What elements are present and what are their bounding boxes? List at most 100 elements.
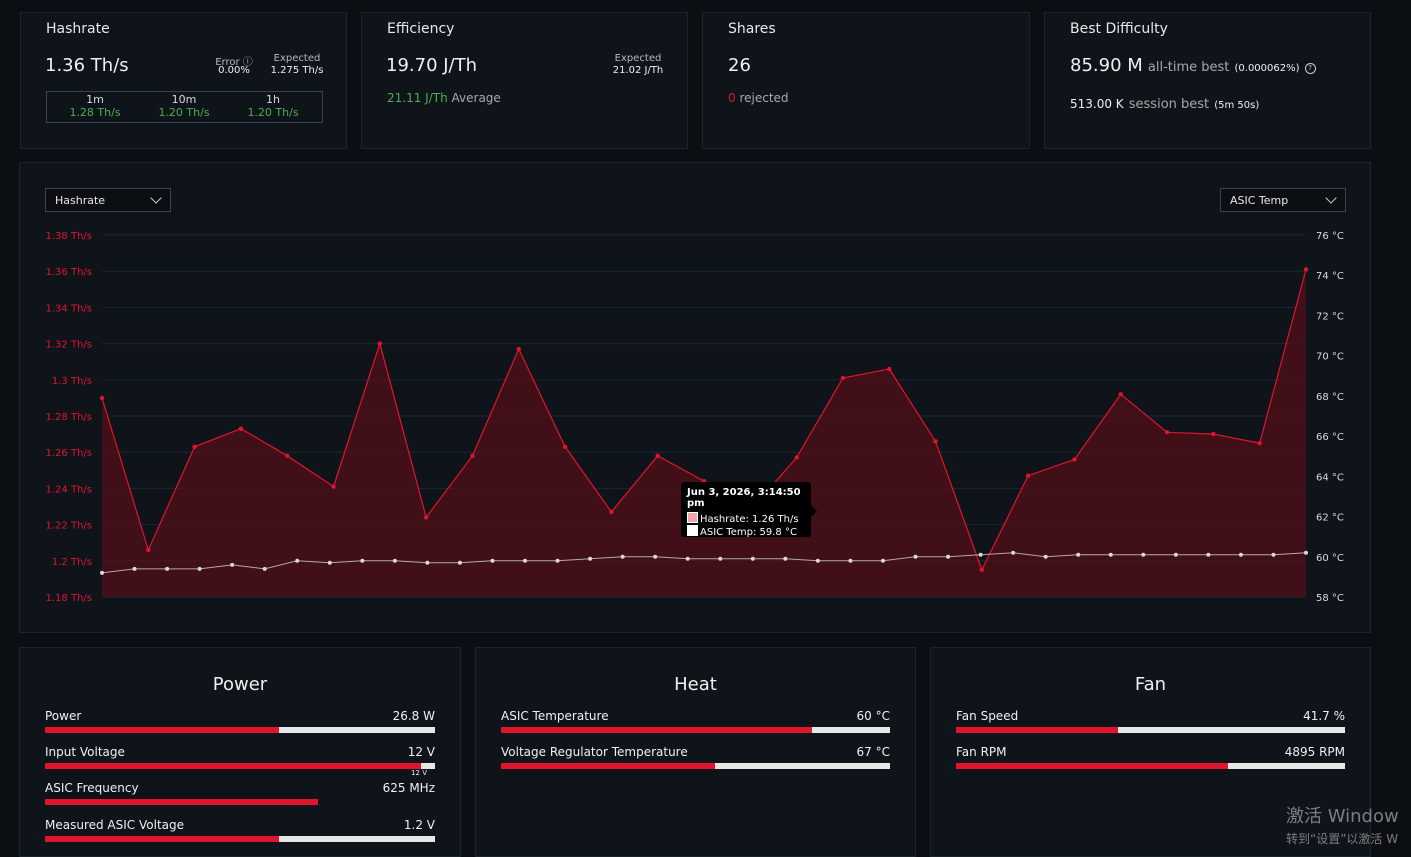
alltime-label: all-time best — [1147, 60, 1230, 75]
metric-bar — [956, 727, 1345, 733]
metric-bar-fill — [501, 763, 715, 769]
alltime-pct: (0.000062%) — [1234, 63, 1300, 74]
period-label: 1m — [86, 93, 104, 106]
difficulty-card: Best Difficulty 85.90 M all-time best (0… — [1044, 12, 1371, 149]
metric-bar-fill — [45, 799, 318, 805]
metric-bar — [501, 727, 890, 733]
efficiency-value: 19.70 J/Th — [386, 55, 478, 76]
chart-card — [19, 162, 1371, 633]
tooltip-temp-text: ASIC Temp: 59.8 °C — [700, 527, 797, 538]
hashrate-swatch — [687, 512, 698, 523]
session-time: (5m 50s) — [1214, 100, 1260, 111]
asic-temperature-metric: ASIC Temperature 60 °C — [501, 709, 890, 745]
metric-bar — [956, 763, 1345, 769]
chart-tooltip: Jun 3, 2026, 3:14:50 pm Hashrate: 1.26 T… — [681, 482, 817, 538]
metric-bar-fill — [45, 836, 279, 842]
rejected-label: rejected — [739, 91, 789, 105]
session-value: 513.00 K — [1070, 97, 1124, 111]
metric-value: 60 °C — [856, 709, 890, 723]
tooltip-date: Jun 3, 2026, 3:14:50 pm — [687, 487, 801, 509]
hashrate-card: Hashrate 1.36 Th/s Error ⓘ 0.00% Expecte… — [20, 12, 347, 149]
expected-value: 1.275 Th/s — [270, 65, 324, 76]
tooltip-arrow — [811, 505, 817, 517]
metric-bar — [45, 763, 435, 769]
period-value: 1.20 Th/s — [158, 106, 210, 119]
power-title: Power — [212, 674, 268, 695]
temp-swatch — [687, 525, 698, 536]
error-value: 0.00% — [218, 65, 250, 76]
metric-label: Fan Speed — [956, 709, 1019, 723]
metric-label: Measured ASIC Voltage — [45, 818, 185, 832]
watermark-line2: 转到“设置”以激活 W — [1286, 832, 1399, 846]
info-icon[interactable]: ? — [1304, 63, 1316, 74]
power-metric: Power 26.8 W — [45, 709, 435, 745]
metric-bar-fill — [956, 763, 1229, 769]
metric-value: 1.2 V — [403, 818, 435, 832]
rejected-count: 0 — [728, 91, 736, 105]
metric-value: 67 °C — [856, 745, 890, 759]
left-series-select[interactable]: Hashrate — [45, 188, 171, 212]
activation-watermark: 激活 Window 转到“设置”以激活 W — [1286, 802, 1399, 847]
chevron-down-icon — [150, 192, 162, 204]
metric-value: 26.8 W — [392, 709, 435, 723]
shares-value: 26 — [728, 55, 751, 76]
alltime-best: 85.90 M all-time best (0.000062%) ? — [1070, 55, 1316, 76]
chevron-down-icon — [1325, 192, 1337, 204]
asic-frequency-metric: ASIC Frequency 625 MHz — [45, 781, 435, 817]
metric-label: Input Voltage — [45, 745, 125, 759]
average-label: Average — [451, 91, 501, 105]
right-select-value: ASIC Temp — [1230, 194, 1289, 207]
metric-bar-fill — [45, 763, 422, 769]
hashrate-value: 1.36 Th/s — [45, 55, 129, 76]
metric-value: 41.7 % — [1303, 709, 1345, 723]
metric-bar-fill — [956, 727, 1119, 733]
shares-card: Shares 26 0 rejected — [702, 12, 1030, 149]
efficiency-average: 21.11 J/Th Average — [387, 91, 501, 105]
session-best: 513.00 K session best (5m 50s) — [1070, 93, 1259, 112]
input-voltage-metric: Input Voltage 12 V 12 V — [45, 745, 435, 781]
metric-label: Fan RPM — [956, 745, 1007, 759]
shares-title: Shares — [728, 21, 776, 37]
asic-voltage-metric: Measured ASIC Voltage 1.2 V — [45, 818, 435, 854]
alltime-value: 85.90 M — [1070, 55, 1143, 76]
left-select-value: Hashrate — [55, 194, 106, 207]
right-series-select[interactable]: ASIC Temp — [1220, 188, 1346, 212]
shares-rejected: 0 rejected — [728, 91, 789, 105]
period-10m: 10m 1.20 Th/s — [144, 92, 224, 119]
fan-speed-metric: Fan Speed 41.7 % — [956, 709, 1345, 745]
metric-value: 12 V — [407, 745, 435, 759]
metric-bar-fill — [501, 727, 813, 733]
metric-value: 4895 RPM — [1284, 745, 1345, 759]
metric-bar — [45, 727, 435, 733]
period-label: 1h — [266, 93, 280, 106]
metric-bar — [501, 763, 890, 769]
period-value: 1.28 Th/s — [69, 106, 121, 119]
efficiency-expected-label: Expected — [614, 53, 662, 64]
expected-label: Expected — [273, 53, 321, 64]
efficiency-expected-value: 21.02 J/Th — [612, 65, 664, 76]
power-panel: Power Power 26.8 W Input Voltage 12 V 12… — [19, 647, 461, 857]
fan-title: Fan — [1134, 674, 1167, 695]
metric-label: ASIC Frequency — [45, 781, 139, 795]
metric-value: 625 MHz — [382, 781, 435, 795]
tooltip-temp: ASIC Temp: 59.8 °C — [687, 525, 805, 538]
fan-panel: Fan Fan Speed 41.7 % Fan RPM 4895 RPM — [930, 647, 1371, 857]
tooltip-hashrate-text: Hashrate: 1.26 Th/s — [700, 514, 799, 525]
difficulty-title: Best Difficulty — [1070, 21, 1168, 37]
hashrate-title: Hashrate — [46, 21, 110, 37]
period-1h: 1h 1.20 Th/s — [233, 92, 313, 119]
metric-bar — [45, 799, 435, 805]
period-1m: 1m 1.28 Th/s — [55, 92, 135, 119]
average-value: 21.11 J/Th — [387, 91, 448, 105]
period-value: 1.20 Th/s — [247, 106, 299, 119]
period-averages: 1m 1.28 Th/s 10m 1.20 Th/s 1h 1.20 Th/s — [46, 91, 323, 123]
metric-bar-fill — [45, 727, 279, 733]
fan-rpm-metric: Fan RPM 4895 RPM — [956, 745, 1345, 781]
metric-bar — [45, 836, 435, 842]
metric-label: ASIC Temperature — [501, 709, 609, 723]
session-label: session best — [1128, 97, 1210, 112]
heat-title: Heat — [674, 674, 717, 695]
error-label: Error ⓘ — [215, 57, 253, 68]
heat-panel: Heat ASIC Temperature 60 °C Voltage Regu… — [475, 647, 916, 857]
efficiency-title: Efficiency — [387, 21, 455, 37]
